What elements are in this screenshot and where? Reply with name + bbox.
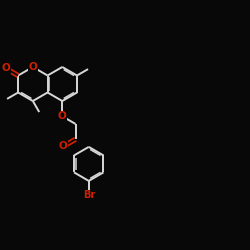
Text: O: O: [59, 142, 68, 152]
Text: Br: Br: [83, 190, 95, 200]
Text: O: O: [1, 63, 10, 73]
Text: O: O: [28, 62, 37, 72]
Text: O: O: [58, 111, 67, 121]
